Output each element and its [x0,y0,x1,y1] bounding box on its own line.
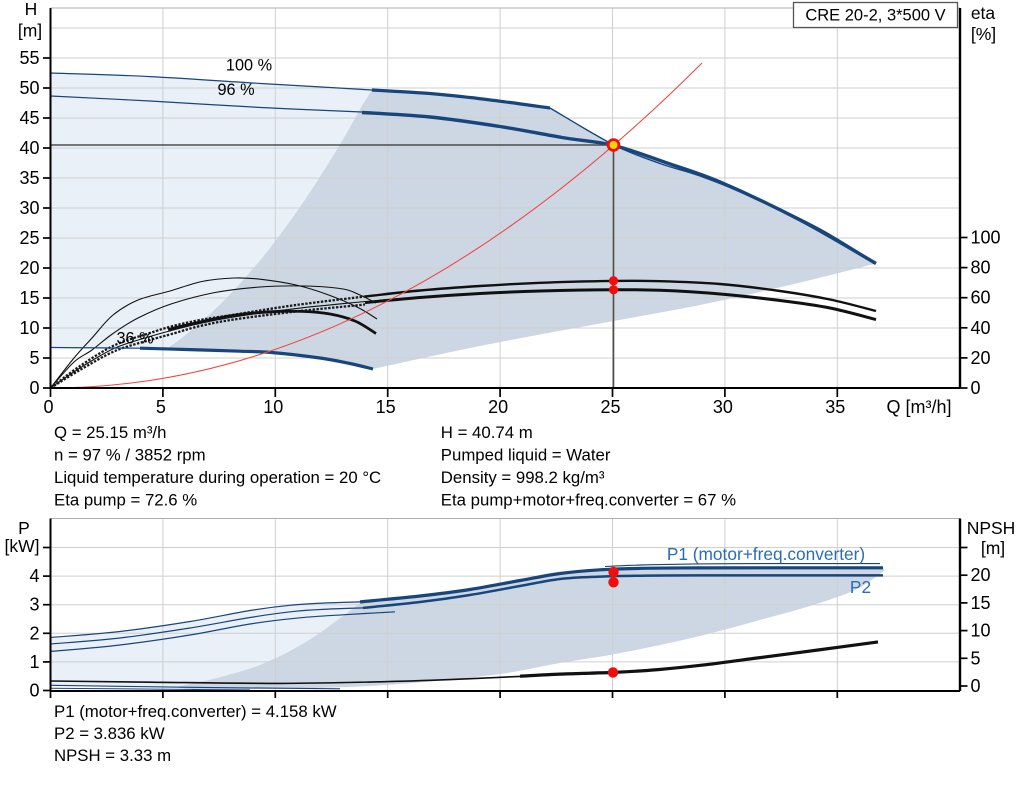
svg-text:CRE 20-2, 3*500 V: CRE 20-2, 3*500 V [805,7,945,25]
svg-text:3: 3 [29,595,39,615]
svg-text:P2 = 3.836 kW: P2 = 3.836 kW [54,724,165,743]
svg-text:4: 4 [29,566,39,586]
svg-text:Eta pump = 72.6 %: Eta pump = 72.6 % [54,491,197,510]
svg-text:Density = 998.2 kg/m³: Density = 998.2 kg/m³ [441,468,605,487]
svg-text:P1 (motor+freq.converter): P1 (motor+freq.converter) [667,544,865,564]
svg-text:0: 0 [29,378,39,398]
svg-text:20: 20 [971,348,991,368]
svg-text:H = 40.74 m: H = 40.74 m [441,423,533,442]
svg-text:15: 15 [19,288,39,308]
svg-text:Pumped liquid = Water: Pumped liquid = Water [441,446,611,465]
svg-text:25: 25 [600,397,620,417]
svg-text:10: 10 [263,397,283,417]
svg-text:NPSH: NPSH [967,518,1016,538]
svg-text:20: 20 [971,565,991,585]
svg-text:[m]: [m] [18,21,42,41]
svg-text:NPSH = 3.33 m: NPSH = 3.33 m [54,746,171,765]
svg-text:5: 5 [156,397,166,417]
svg-text:30: 30 [713,397,733,417]
svg-text:25: 25 [19,228,39,248]
svg-text:40: 40 [971,318,991,338]
svg-text:60: 60 [971,288,991,308]
svg-text:[kW]: [kW] [5,536,40,556]
svg-text:35: 35 [19,168,39,188]
svg-text:0: 0 [971,676,981,696]
svg-text:15: 15 [971,593,991,613]
svg-text:30: 30 [19,198,39,218]
svg-text:Liquid temperature during oper: Liquid temperature during operation = 20… [54,468,381,487]
svg-text:0: 0 [43,397,53,417]
svg-text:Q = 25.15 m³/h: Q = 25.15 m³/h [54,423,166,442]
svg-text:5: 5 [971,648,981,668]
svg-text:80: 80 [971,258,991,278]
svg-text:P1 (motor+freq.converter) = 4.: P1 (motor+freq.converter) = 4.158 kW [54,702,337,721]
svg-text:2: 2 [29,623,39,643]
svg-text:96 %: 96 % [217,81,254,99]
svg-text:35: 35 [825,397,845,417]
svg-text:1: 1 [29,652,39,672]
svg-text:[%]: [%] [971,24,996,44]
svg-text:50: 50 [19,78,39,98]
svg-text:H: H [25,0,38,19]
svg-text:eta: eta [971,3,996,23]
svg-text:Q [m³/h]: Q [m³/h] [886,397,951,417]
svg-text:15: 15 [376,397,396,417]
svg-text:10: 10 [971,621,991,641]
svg-text:55: 55 [19,48,39,68]
svg-text:n = 97 % / 3852 rpm: n = 97 % / 3852 rpm [54,446,206,465]
svg-text:100 %: 100 % [226,57,272,75]
svg-text:45: 45 [19,108,39,128]
svg-text:0: 0 [29,681,39,701]
svg-text:20: 20 [488,397,508,417]
svg-text:20: 20 [19,258,39,278]
svg-text:P: P [18,518,30,538]
svg-text:Eta pump+motor+freq.converter: Eta pump+motor+freq.converter = 67 % [441,491,736,510]
svg-text:10: 10 [19,318,39,338]
svg-text:P2: P2 [850,577,871,597]
svg-text:100: 100 [971,228,1001,248]
svg-text:0: 0 [971,378,981,398]
svg-text:5: 5 [29,348,39,368]
svg-text:[m]: [m] [981,538,1005,558]
svg-text:36 %: 36 % [116,330,153,348]
svg-text:40: 40 [19,138,39,158]
